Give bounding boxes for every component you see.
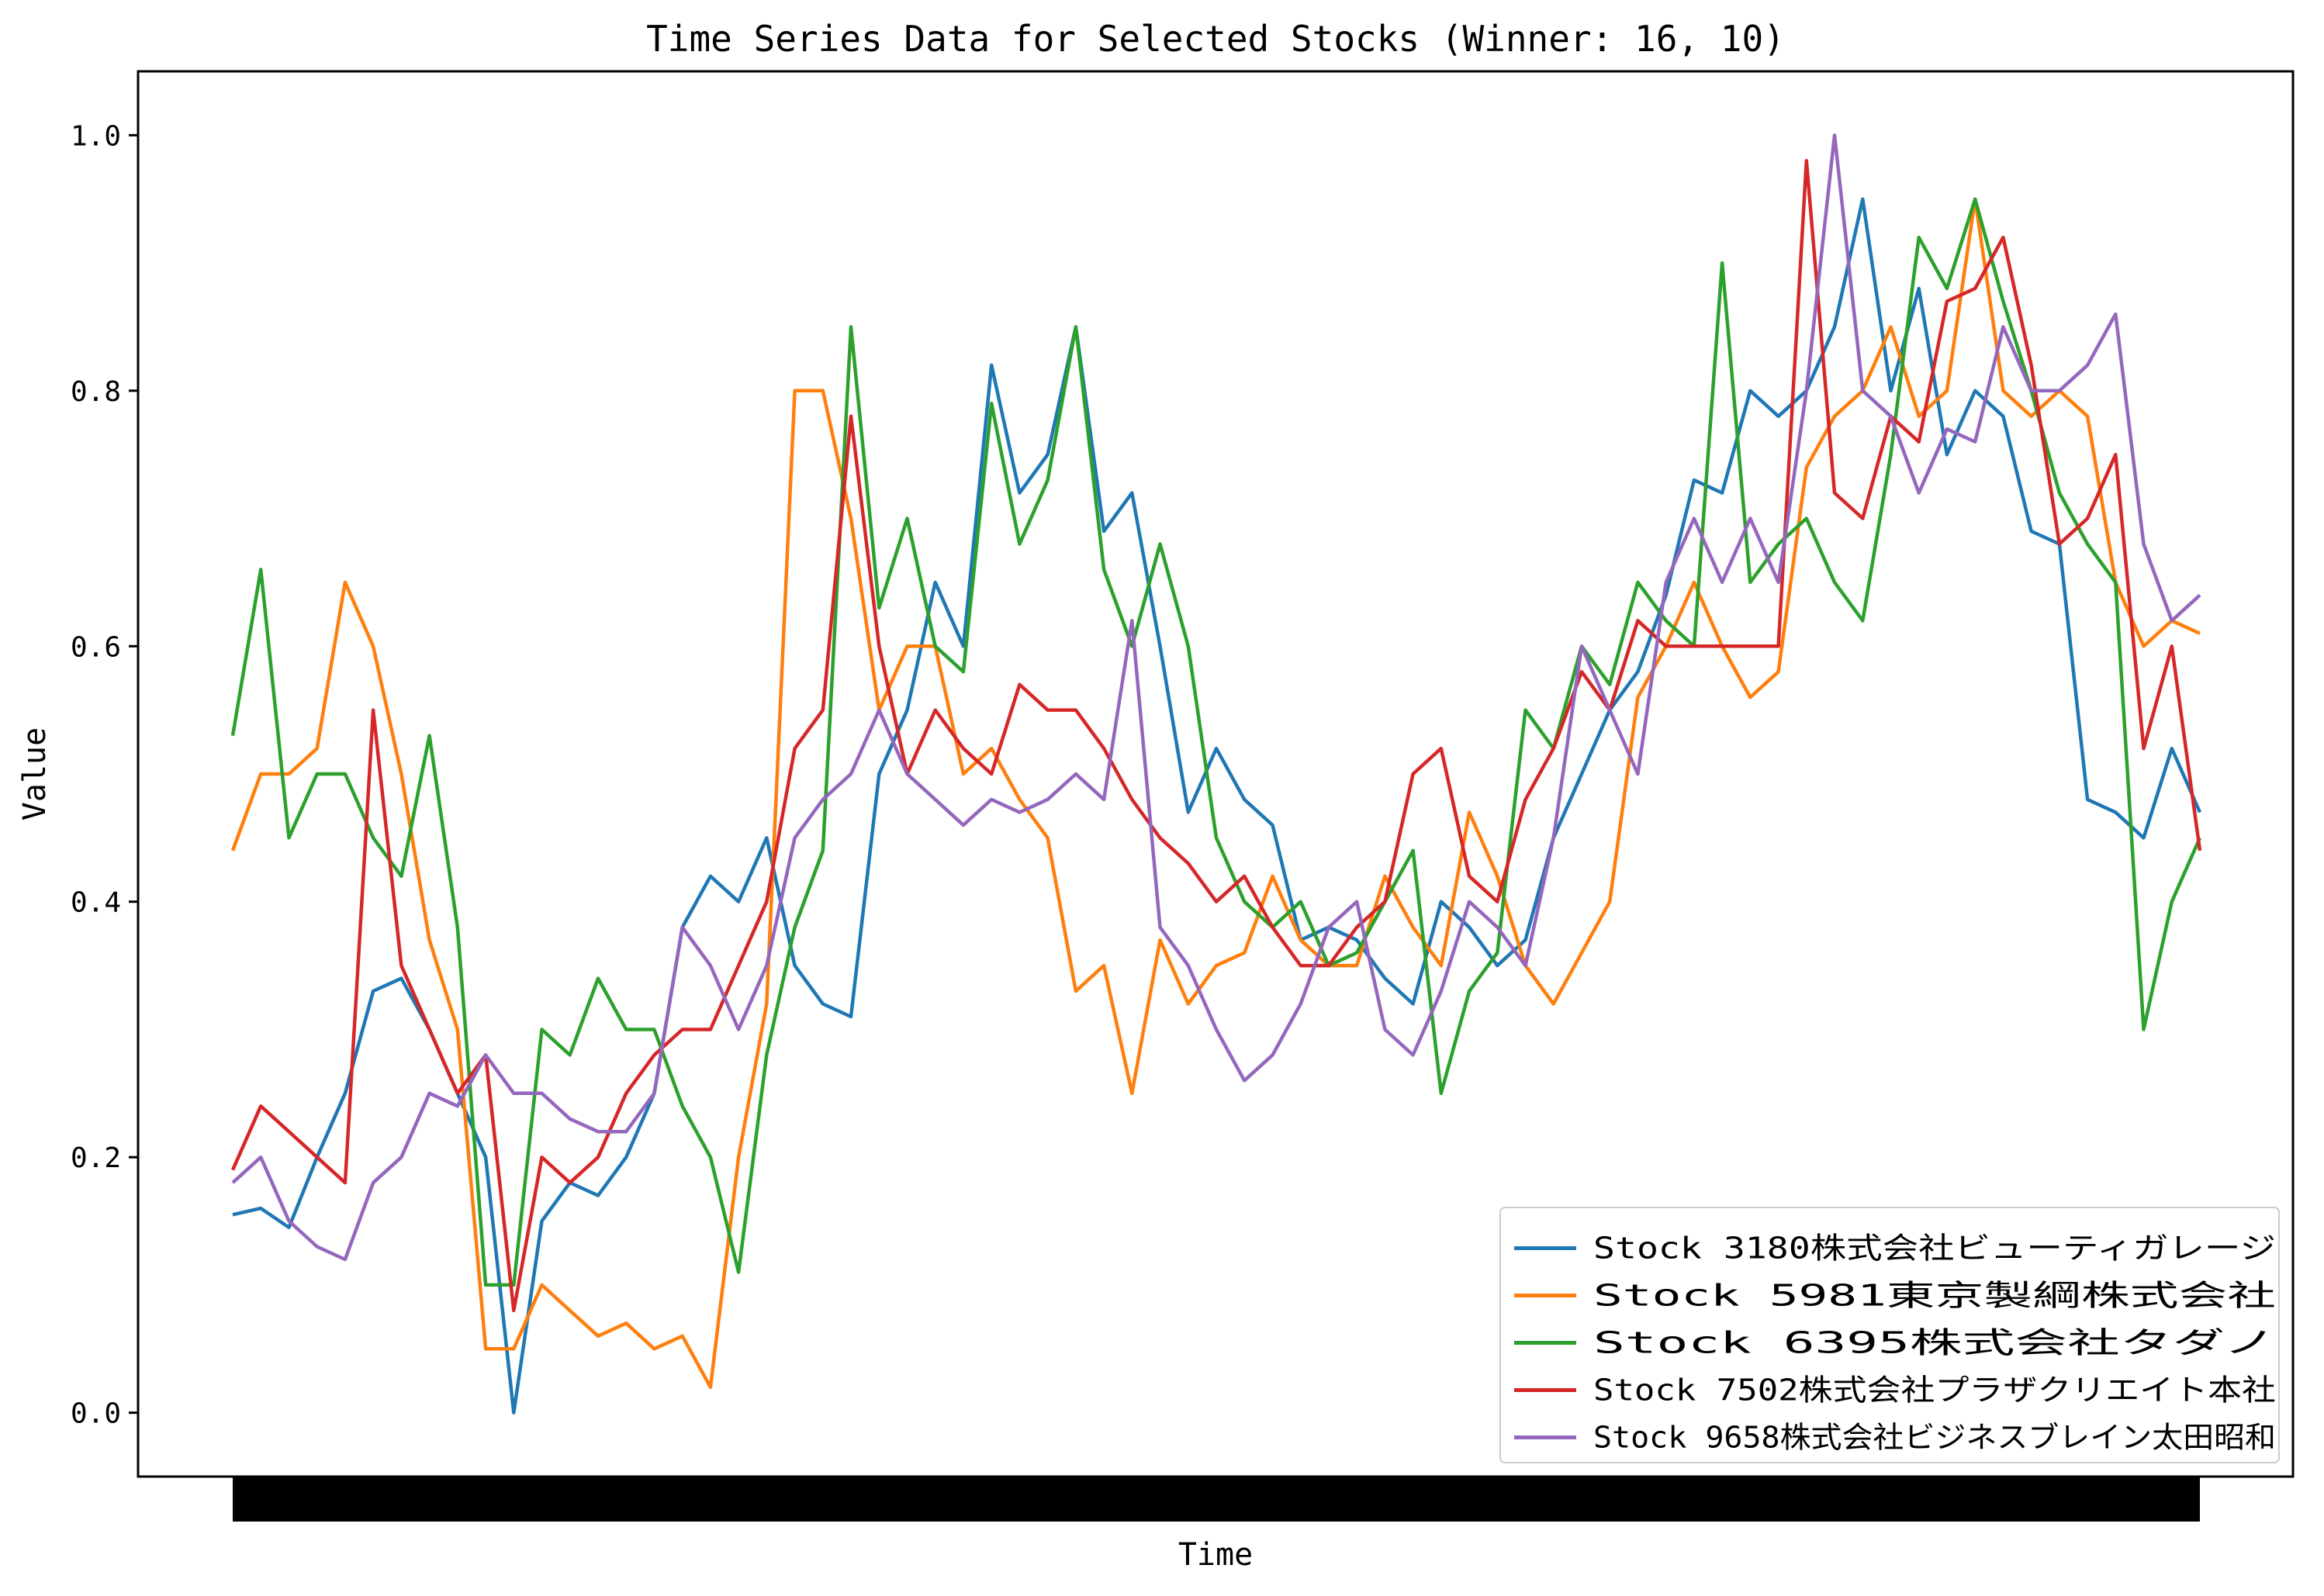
legend-entry-label: Stock 9658株式会社ビジネスブレイン太田昭和 <box>1593 1421 2276 1455</box>
y-tick-label: 0.6 <box>71 631 121 663</box>
series-line-3 <box>230 197 2202 1287</box>
legend-entry-label: Stock 5981東京製綱株式会社 <box>1593 1279 2276 1313</box>
series-layer <box>230 133 2202 1415</box>
legend-entry-label: Stock 6395株式会社タダノ <box>1593 1326 2276 1360</box>
y-tick-label: 0.8 <box>71 376 121 408</box>
y-axis: 0.0 0.2 0.4 0.6 0.8 1.0 <box>71 120 138 1430</box>
y-tick-label: 0.2 <box>71 1142 121 1174</box>
x-axis-label: Time <box>1178 1537 1253 1573</box>
series-line-2 <box>230 197 2201 1389</box>
y-tick-label: 1.0 <box>71 120 121 152</box>
y-axis-label: Value <box>17 727 53 820</box>
series-line-1 <box>232 197 2202 1415</box>
y-tick-label: 0.0 <box>71 1398 121 1430</box>
y-tick-label: 0.4 <box>71 887 121 919</box>
series-line-5 <box>231 133 2201 1262</box>
legend-entry-label: Stock 3180株式会社ビューティガレージ <box>1593 1232 2276 1266</box>
x-tick-label-band <box>233 1477 2200 1522</box>
legend: Stock 3180株式会社ビューティガレージ Stock 5981東京製綱株式会… <box>1499 1207 2280 1463</box>
chart-title: Time Series Data for Selected Stocks (Wi… <box>646 18 1785 60</box>
legend-entry-label: Stock 7502株式会社プラザクリエイト本社 <box>1593 1373 2276 1408</box>
legend-frame <box>1499 1207 2280 1463</box>
series-line-4 <box>230 159 2202 1313</box>
